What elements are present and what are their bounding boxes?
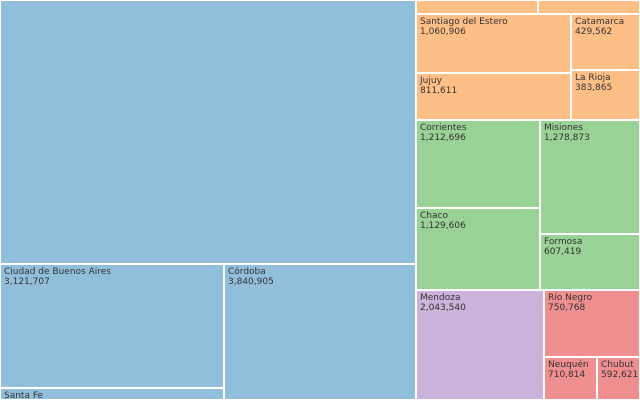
treemap-tile-rio-negro: Río Negro 750,768 [544,290,640,357]
tile-label: Mendoza [420,293,461,303]
treemap-tile-cordoba: Córdoba 3,840,905 [224,264,416,400]
tile-label: Río Negro [548,293,593,303]
tile-label: Santiago del Estero [420,17,508,27]
treemap-tile-catamarca: Catamarca 429,562 [571,14,640,70]
tile-value: 383,865 [575,83,613,93]
tile-label: Ciudad de Buenos Aires [4,267,111,277]
tile-label: Catamarca [575,17,625,27]
tile-label: Santa Fe [4,391,44,400]
treemap-tile-la-rioja: La Rioja 383,865 [571,70,640,120]
treemap-tile-jujuy: Jujuy 811,611 [416,73,571,120]
tile-value: 592,621 [601,370,639,380]
tile-value: 3,121,707 [4,277,50,287]
tile-value: 1,212,696 [420,133,466,143]
treemap-tile-misiones: Misiones 1,278,873 [540,120,640,234]
tile-value: 3,840,905 [228,277,274,287]
tile-value: 1,060,906 [420,27,466,37]
treemap-tile-top-left-hidden [416,0,538,14]
treemap-tile-top-right-hidden [538,0,640,14]
treemap-tile-neuquen: Neuquén 710,814 [544,357,597,400]
tile-label: Córdoba [228,267,266,277]
treemap-tile-chubut: Chubut 592,621 [597,357,640,400]
tile-value: 750,768 [548,303,586,313]
tile-label: Corrientes [420,123,467,133]
tile-label: Jujuy [420,76,442,86]
tile-label: Chubut [601,360,634,370]
tile-value: 811,611 [420,86,458,96]
treemap-tile-mendoza: Mendoza 2,043,540 [416,290,544,400]
tile-label: Misiones [544,123,583,133]
treemap-tile-buenos-aires [0,0,416,264]
treemap-tile-santa-fe: Santa Fe [0,388,224,400]
treemap-tile-corrientes: Corrientes 1,212,696 [416,120,540,208]
tile-label: Formosa [544,237,583,247]
treemap-tile-formosa: Formosa 607,419 [540,234,640,290]
tile-label: Neuquén [548,360,589,370]
tile-value: 1,129,606 [420,221,466,231]
treemap-tile-santiago-del-estero: Santiago del Estero 1,060,906 [416,14,571,73]
treemap-tile-chaco: Chaco 1,129,606 [416,208,540,290]
tile-value: 607,419 [544,247,582,257]
treemap-tile-ciudad-de-buenos-aires: Ciudad de Buenos Aires 3,121,707 [0,264,224,388]
tile-label: La Rioja [575,73,611,83]
tile-value: 710,814 [548,370,586,380]
tile-value: 2,043,540 [420,303,466,313]
tile-value: 1,278,873 [544,133,590,143]
tile-value: 429,562 [575,27,613,37]
tile-label: Chaco [420,211,448,221]
